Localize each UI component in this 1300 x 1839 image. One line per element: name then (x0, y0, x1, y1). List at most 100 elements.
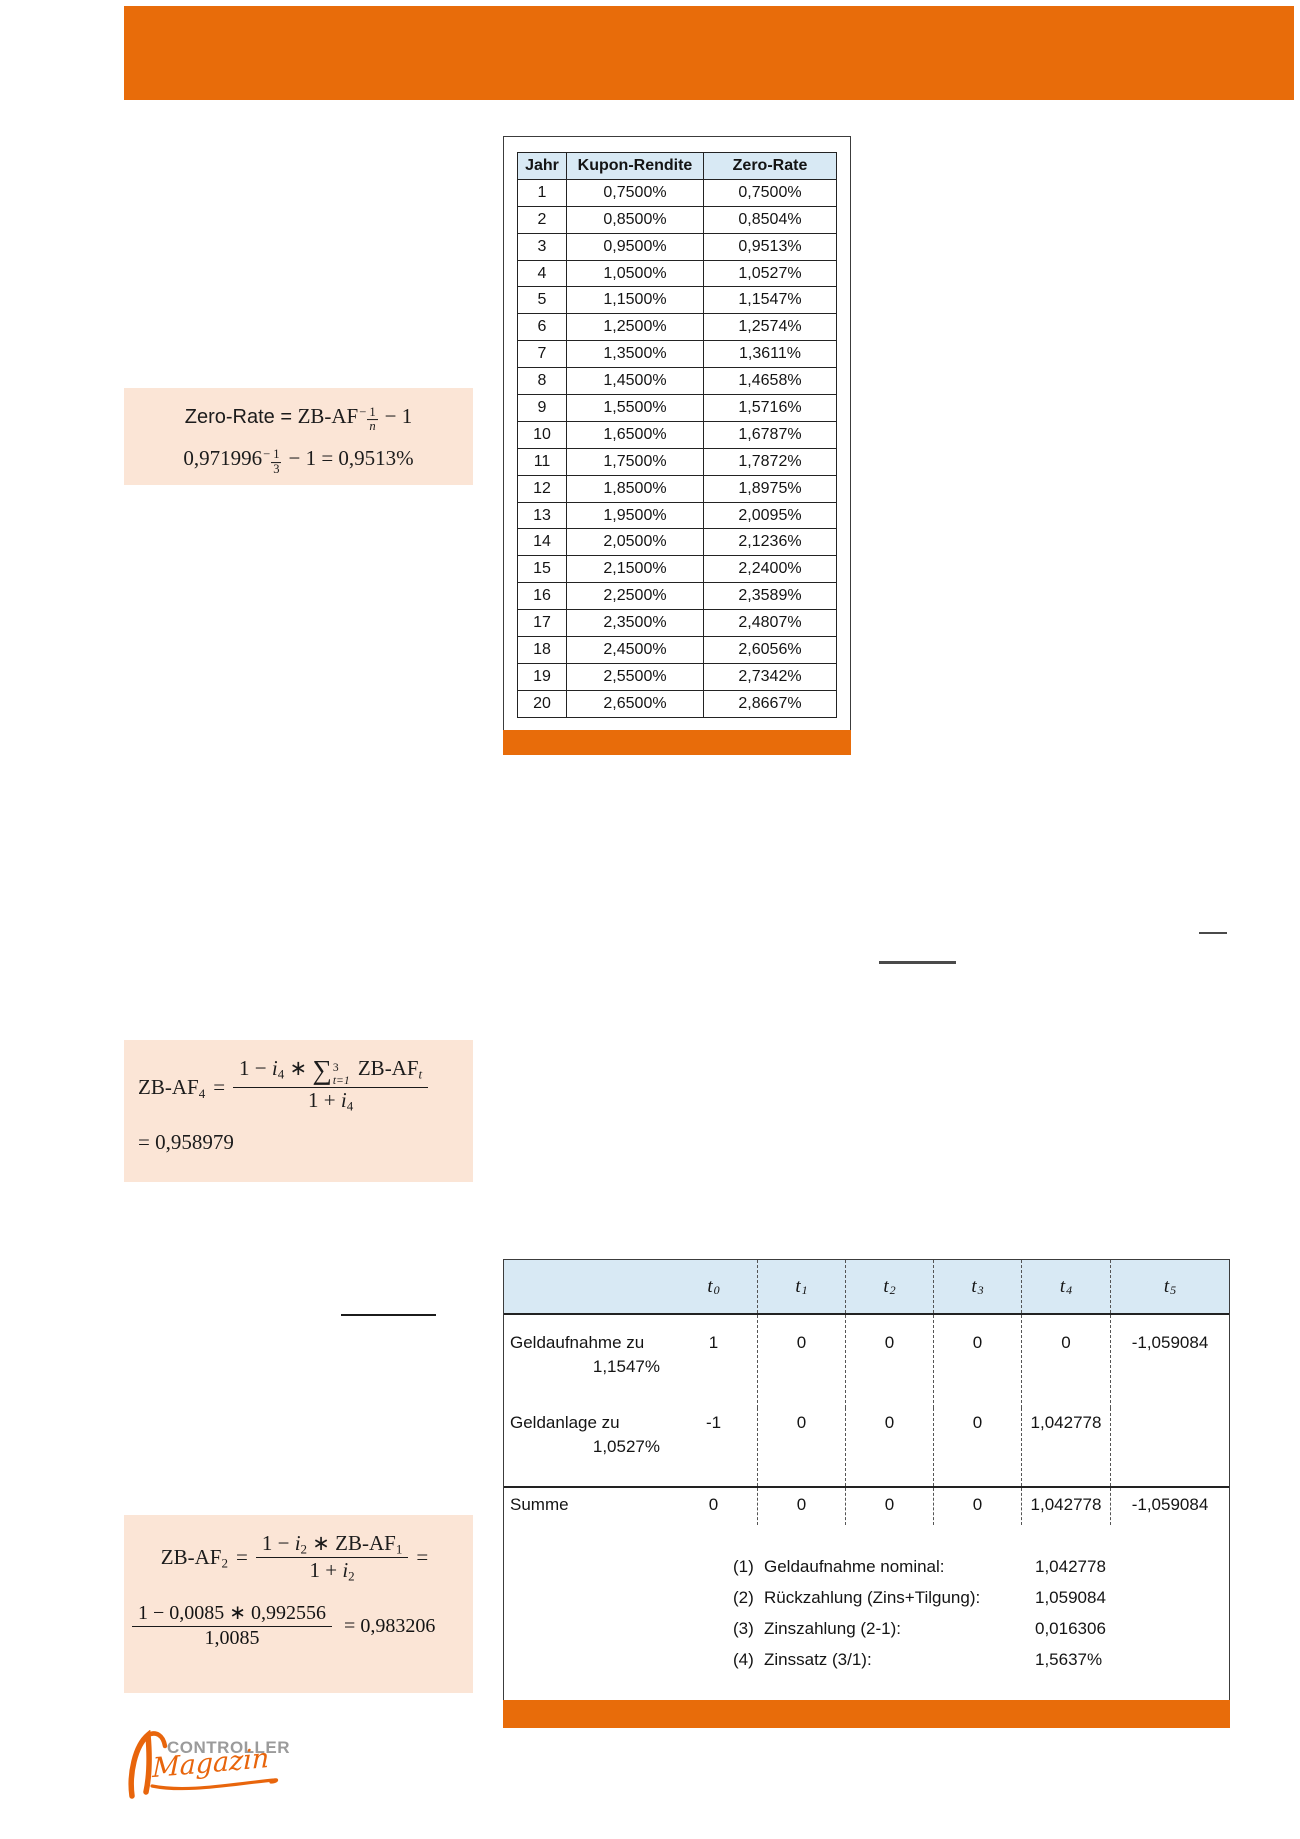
table-row: 16 2,2500% 2,3589% (517, 582, 837, 611)
formula-text: 1 (367, 405, 378, 421)
fraction: 1 − i2 ∗ ZB-AF1 1 + i2 (255, 1531, 409, 1584)
cashflow-row-geldaufnahme: Geldaufnahme zu 1,1547% 1 0 0 0 0 -1,059… (504, 1315, 1229, 1408)
cell: 18 (517, 636, 567, 664)
cashflow-notes: (1) Geldaufnahme nominal: 1,042778 (2) Rückz… (733, 1557, 1203, 1681)
row-label: Geldanlage zu 1,0527% (504, 1408, 670, 1486)
cell: 2,7342% (703, 662, 837, 691)
header-subscript: 0 (713, 1283, 720, 1297)
formula-text: = (236, 1544, 248, 1569)
cell: 17 (517, 609, 567, 638)
cell: 1,4500% (566, 367, 704, 396)
cell (1111, 1408, 1229, 1486)
exponent-fraction: −1 n (359, 405, 378, 433)
cell: 2,1236% (703, 528, 837, 557)
cell: 1,042778 (1022, 1408, 1111, 1486)
header-base: t (707, 1275, 713, 1297)
formula-line: ZB-AF2 = 1 − i2 ∗ ZB-AF1 1 + i2 = (124, 1531, 473, 1584)
formula-text: i (340, 1088, 347, 1113)
note-row: (1) Geldaufnahme nominal: 1,042778 (733, 1557, 1203, 1588)
cell: 2,2400% (703, 555, 837, 584)
cell: 0,9513% (703, 232, 837, 261)
formula-text: i (271, 1055, 278, 1080)
subscript: 2 (221, 1555, 228, 1571)
divider-line (341, 1314, 436, 1316)
cell: 2,5500% (566, 662, 704, 691)
note-row: (2) Rückzahlung (Zins+Tilgung): 1,059084 (733, 1588, 1203, 1619)
cell: 2,8667% (703, 689, 837, 718)
cell: 5 (517, 286, 567, 315)
cell: -1 (670, 1408, 758, 1486)
cell: 2,0500% (566, 528, 704, 557)
formula-text: 1,0085 (204, 1626, 260, 1649)
cell: 0 (758, 1315, 846, 1408)
cell: 1,2574% (703, 313, 837, 342)
note-value: 0,016306 (1035, 1619, 1106, 1638)
cell: 14 (517, 528, 567, 557)
table-row: 11 1,7500% 1,7872% (517, 447, 837, 476)
cell: 1,9500% (566, 501, 704, 530)
formula-text: 1 + (308, 1088, 341, 1113)
table-row: 19 2,5500% 2,7342% (517, 662, 837, 691)
header-subscript: 4 (1066, 1283, 1073, 1297)
cashflow-caption-bar (503, 1700, 1230, 1728)
cell: 2,4500% (566, 636, 704, 664)
cell: 2,2500% (566, 582, 704, 611)
cell: 0 (1022, 1315, 1111, 1408)
cell: 1,3611% (703, 340, 837, 369)
table-row: 13 1,9500% 2,0095% (517, 501, 837, 530)
subscript: t (418, 1066, 423, 1082)
note-number: (3) (733, 1619, 754, 1638)
page-header-bar (124, 6, 1294, 100)
cell: 15 (517, 555, 567, 584)
formula-text: = (213, 1075, 226, 1100)
note-number: (4) (733, 1650, 754, 1669)
note-label: Rückzahlung (Zins+Tilgung): (764, 1588, 981, 1607)
formula-line: 1 − 0,0085 ∗ 0,992556 1,0085 = 0,983206 (132, 1602, 473, 1650)
zero-rate-table-head: Jahr Kupon-Rendite Zero-Rate (517, 152, 837, 180)
table-row: 14 2,0500% 2,1236% (517, 528, 837, 557)
formula-text: i (342, 1557, 349, 1582)
cell: 1,3500% (566, 340, 704, 369)
divider-line (1199, 932, 1227, 934)
note-row: (3) Zinszahlung (2-1): 0,016306 (733, 1619, 1203, 1650)
note-number: (1) (733, 1557, 754, 1576)
row-rate: 1,1547% (592, 1357, 660, 1376)
divider-line (879, 961, 956, 964)
cell: 0 (670, 1488, 758, 1525)
header-base: t (795, 1275, 801, 1297)
table-row: 20 2,6500% 2,8667% (517, 689, 837, 718)
cashflow-row-geldanlage: Geldanlage zu 1,0527% -1 0 0 0 1,042778 (504, 1408, 1229, 1488)
note-value: 1,042778 (1035, 1557, 1106, 1576)
formula-text: 1 − 0,0085 ∗ 0,992556 (132, 1602, 333, 1627)
header-subscript: 5 (1170, 1283, 1177, 1297)
cell: 1,4658% (703, 367, 837, 396)
formula-result: = 0,958979 (138, 1130, 234, 1155)
row-label-text: Summe (510, 1495, 569, 1514)
formula-text: 1 (271, 447, 282, 463)
table-row: 8 1,4500% 1,4658% (517, 367, 837, 396)
subscript: 4 (277, 1066, 285, 1082)
formula-text: 3 (273, 461, 280, 476)
logo-swash-icon (128, 1730, 279, 1799)
formula-line: 0,971996−1 3 − 1 = 0,9513% (124, 440, 473, 482)
cell: 9 (517, 394, 567, 422)
cell-empty (504, 1260, 670, 1313)
table-row: 18 2,4500% 2,6056% (517, 636, 837, 664)
formula-box-zb-af4: ZB-AF4 = 1 − i4 ∗ ∑ 3 t=1 ZB-AFt 1 + i4 = 0,9… (124, 1040, 473, 1182)
cell: 0 (758, 1408, 846, 1486)
table-row: 7 1,3500% 1,3611% (517, 340, 837, 369)
formula-text: 1 + (309, 1557, 343, 1582)
cell: 1,042778 (1022, 1488, 1111, 1525)
zero-rate-caption-bar (503, 730, 851, 755)
formula-text: 1 − (239, 1055, 272, 1080)
sum-operator: ∑ (312, 1055, 332, 1085)
header-base: t (971, 1275, 977, 1297)
sum-limits: 3 t=1 (333, 1062, 350, 1087)
cell: 0,8500% (566, 205, 704, 234)
cell: 2 (517, 205, 567, 234)
